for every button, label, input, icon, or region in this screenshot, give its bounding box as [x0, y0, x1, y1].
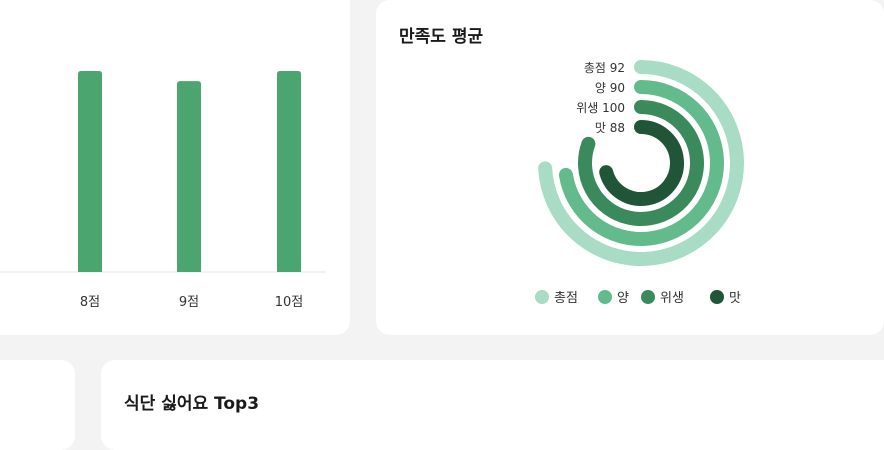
- bar-tick-label: 10점: [275, 295, 304, 310]
- radial-bar-label: 위생 100: [576, 101, 625, 115]
- bar-tick-label: 8점: [80, 295, 100, 310]
- bar-0: [78, 71, 102, 273]
- legend-swatch-총점: [535, 290, 549, 304]
- radial-bar-label: 맛 88: [595, 121, 625, 135]
- radial-bar-위생: [578, 100, 704, 226]
- radial-bar-총점: [538, 60, 744, 266]
- bar-2: [277, 71, 301, 273]
- legend-label: 양: [617, 291, 629, 306]
- radial-bar-맛: [599, 120, 684, 206]
- dislike-card: 식단 싫어요 Top3: [101, 360, 884, 450]
- radial-bar-label: 양 90: [595, 81, 625, 95]
- satisfaction-radial-chart: 총점 92 양 90 위생 100 맛 88 총점 양 위생 맛: [535, 60, 744, 306]
- bar-tick-label: 9점: [179, 295, 199, 310]
- legend-swatch-맛: [710, 290, 724, 304]
- satisfaction-title: 만족도 평균: [399, 27, 484, 47]
- legend-label: 맛: [729, 291, 741, 306]
- legend-label: 위생: [660, 291, 684, 306]
- dislike-title: 식단 싫어요 Top3: [124, 394, 260, 414]
- radial-bar-label: 총점 92: [584, 61, 625, 75]
- legend-label: 총점: [554, 291, 578, 306]
- score-bar-chart: 8점 9점 10점: [0, 71, 326, 310]
- legend-swatch-위생: [641, 290, 655, 304]
- bottom-left-card: [0, 360, 75, 450]
- legend-swatch-양: [598, 290, 612, 304]
- bar-1: [177, 81, 201, 272]
- radial-bar-양: [558, 80, 724, 246]
- score-distribution-card: 8점 9점 10점: [0, 0, 350, 335]
- satisfaction-card: 만족도 평균 총점 92 양 90 위생 100 맛 88 총점 양 위생 맛: [376, 0, 884, 335]
